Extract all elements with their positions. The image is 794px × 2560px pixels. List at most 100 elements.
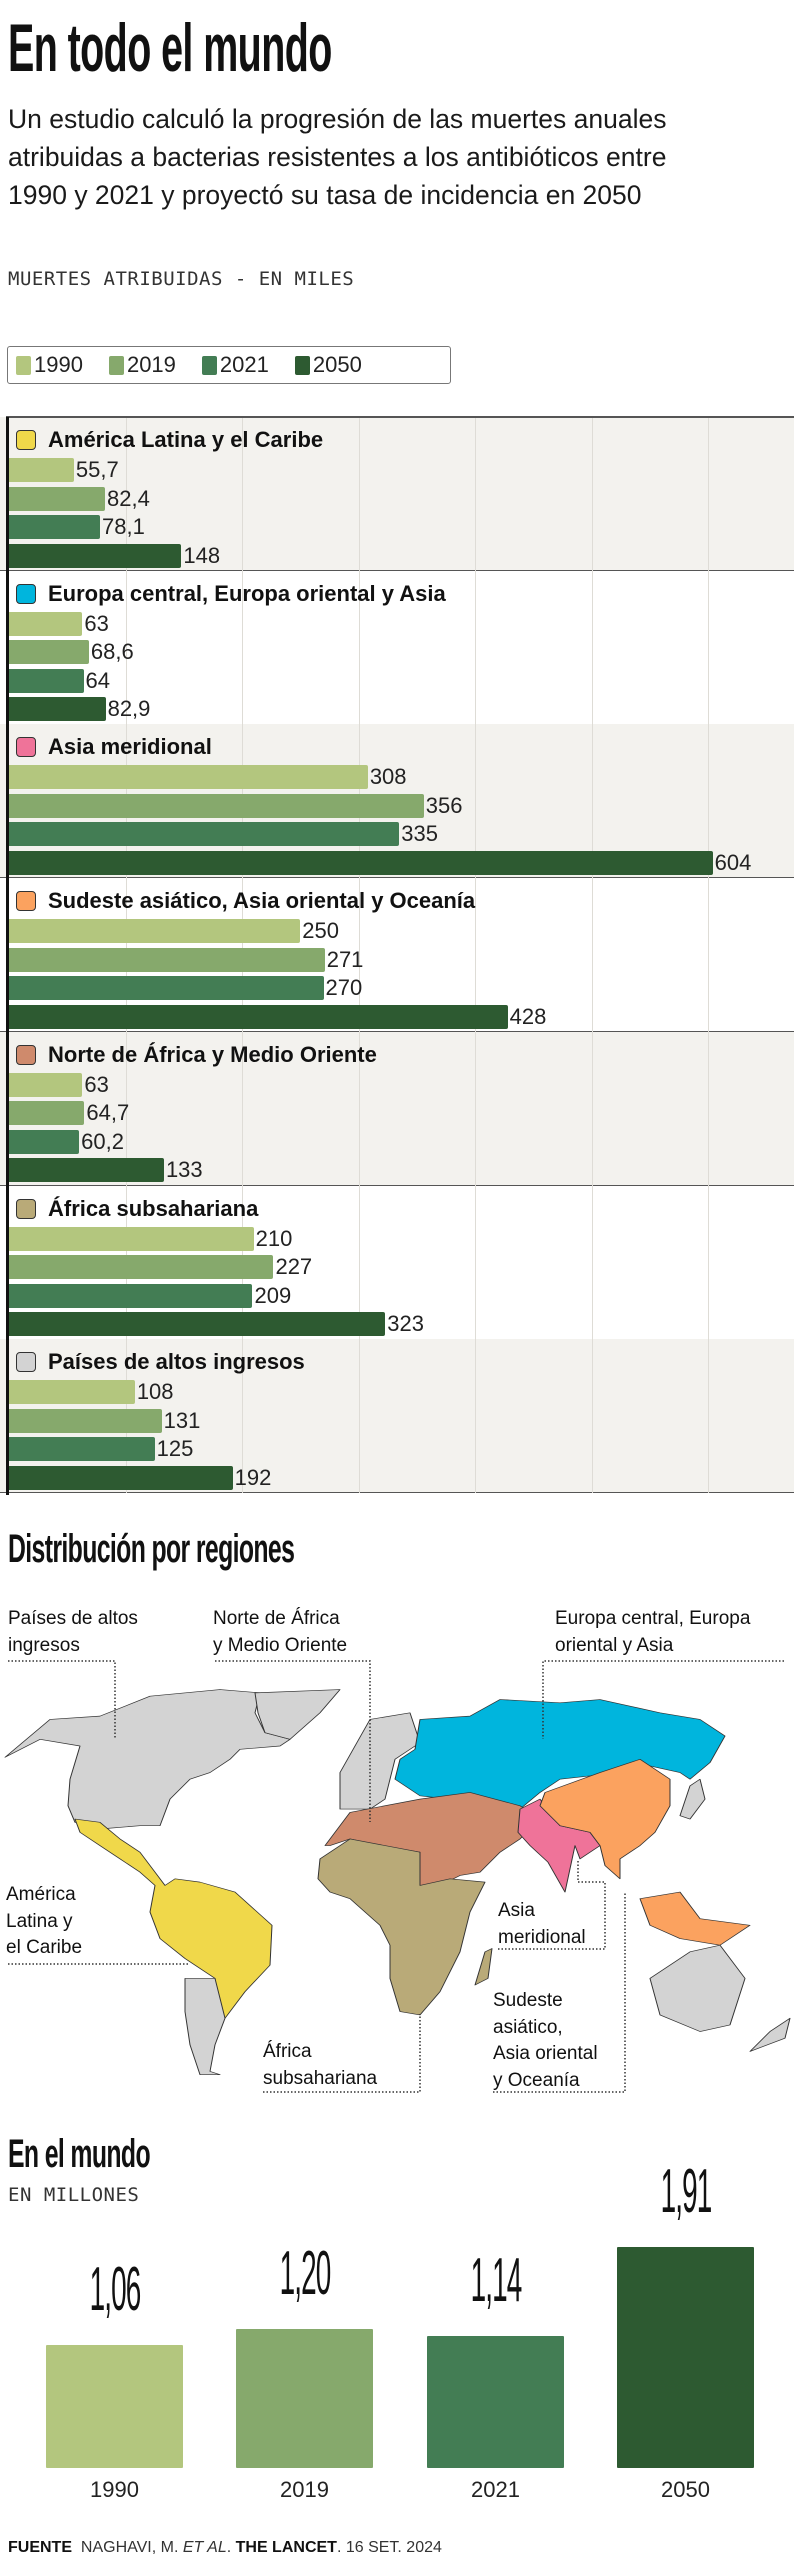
region-color-swatch [16, 430, 36, 450]
region-header: África subsahariana [16, 1196, 258, 1222]
map-label-line: África [263, 2041, 312, 2062]
region-header: Países de altos ingresos [16, 1349, 305, 1375]
bar-1990 [9, 919, 301, 944]
bar-value-label: 63 [84, 1071, 109, 1097]
gridline [591, 417, 593, 1493]
bar-value-label: 63 [84, 610, 109, 636]
bar-2019 [9, 947, 325, 972]
region-oceania-islands [639, 1891, 751, 1946]
region-name: Europa central, Europa oriental y Asia [48, 580, 446, 606]
map-label-line: y Medio Oriente [213, 1634, 348, 1656]
region-madagascar [474, 1948, 493, 1986]
bar-1990 [9, 1226, 254, 1251]
bar-value-label: 125 [156, 1436, 194, 1462]
legend-item-2021: 2021 [201, 352, 269, 378]
bar-value-label: 133 [165, 1157, 203, 1183]
bar-value-label: 270 [325, 975, 363, 1001]
subtitle: Un estudio calculó la progresión de las … [8, 104, 667, 210]
world-bar-2021 [427, 2336, 564, 2468]
legend-label: 2050 [312, 352, 362, 377]
region-name: Asia meridional [48, 734, 212, 760]
bar-value-label: 323 [387, 1311, 424, 1336]
region-subsaharan-africa [317, 1838, 486, 2016]
legend-swatch [201, 355, 217, 375]
world-bar-2050 [617, 2247, 754, 2468]
legend-item-1990: 1990 [16, 352, 83, 378]
bar-2019 [9, 486, 105, 511]
map-label-line: Sudeste [493, 1990, 563, 2011]
region-high-income-japan [679, 1778, 706, 1820]
source-label: FUENTE [8, 2539, 72, 2556]
bar-value-label: 250 [302, 918, 339, 944]
bar-value-label: 108 [136, 1379, 174, 1405]
bar-2021 [9, 668, 84, 693]
map-label-north-africa: Norte de África y Medio Oriente [213, 1606, 347, 1659]
bar-2050 [9, 697, 106, 722]
bar-value-label: 64 [85, 667, 111, 693]
region-name: Sudeste asiático, Asia oriental y Oceaní… [48, 888, 476, 914]
chart-legend: 1990 2019 2021 2050 [7, 346, 451, 384]
world-bar-1990 [46, 2345, 183, 2468]
region-color-swatch [16, 1352, 36, 1373]
world-bar-year: 2019 [280, 2477, 329, 2502]
region-latin-america [74, 1818, 273, 2019]
world-bar-year: 2021 [471, 2477, 520, 2502]
bar-value-label: 60,2 [81, 1128, 124, 1154]
bar-2019 [9, 1408, 162, 1433]
legend-label: 2021 [219, 352, 269, 377]
world-bar-year: 2050 [661, 2477, 710, 2502]
region-southeast-east-asia [539, 1758, 671, 1880]
bar-2050 [9, 1004, 508, 1029]
region-high-income-australia [649, 1944, 746, 2032]
bar-2021 [9, 822, 400, 847]
region-block [0, 1186, 794, 1340]
region-color-swatch [16, 891, 36, 912]
map-label-latin-america: América Latina y el Caribe [6, 1882, 82, 1962]
map-label-line: Asia [498, 1900, 535, 1921]
bar-1990 [9, 458, 74, 482]
bar-value-label: 428 [509, 1003, 547, 1029]
bar-2021 [9, 976, 324, 1001]
legend-item-2050: 2050 [294, 352, 362, 378]
map-label-line: América [6, 1884, 76, 1905]
bar-2021 [9, 1129, 80, 1154]
bar-2050 [9, 1312, 386, 1336]
bar-2050 [9, 543, 182, 568]
bar-2050 [9, 850, 713, 875]
source-etal: ET AL [182, 2539, 227, 2556]
world-map [4, 1660, 791, 2093]
map-title: Distribución por regiones [8, 1527, 295, 1571]
map-label-line: meridional [498, 1926, 586, 1948]
region-high-income-north-america [4, 1689, 291, 1830]
bar-value-label: 68,6 [90, 639, 134, 665]
bar-1990 [9, 1380, 135, 1405]
map-label-south-asia: Asia meridional [498, 1898, 586, 1951]
map-label-line: Países de altos [8, 1608, 138, 1629]
legend-swatch [108, 355, 124, 375]
map-label-line: el Caribe [6, 1937, 83, 1958]
region-name: África subsahariana [48, 1195, 259, 1221]
region-name: Norte de África y Medio Oriente [48, 1041, 377, 1067]
legend-swatch [16, 355, 31, 375]
bar-2050 [9, 1465, 233, 1490]
legend-swatch [294, 355, 310, 375]
legend-item-2019: 2019 [108, 352, 176, 378]
world-total-title: En el mundo [8, 2132, 151, 2176]
map-label-subsaharan: África subsahariana [263, 2039, 377, 2092]
region-header: Norte de África y Medio Oriente [16, 1042, 377, 1068]
region-block [0, 878, 794, 1033]
world-bar-value: 1,91 [660, 2157, 712, 2227]
region-header: Asia meridional [16, 734, 212, 760]
legend-label: 2019 [126, 352, 176, 377]
map-label-europe-asia: Europa central, Europa oriental y Asia [555, 1606, 750, 1659]
region-block [0, 571, 794, 725]
bar-value-label: 227 [275, 1254, 313, 1279]
region-color-swatch [16, 1198, 36, 1219]
bar-1990 [9, 1072, 83, 1097]
map-label-line: Norte de África [213, 1608, 340, 1629]
bar-value-label: 192 [234, 1464, 272, 1490]
gridline [358, 417, 360, 1493]
bar-value-label: 148 [183, 542, 221, 568]
region-header: Europa central, Europa oriental y Asia [16, 581, 446, 607]
source-authors: NAGHAVI, M. [80, 2539, 179, 2556]
